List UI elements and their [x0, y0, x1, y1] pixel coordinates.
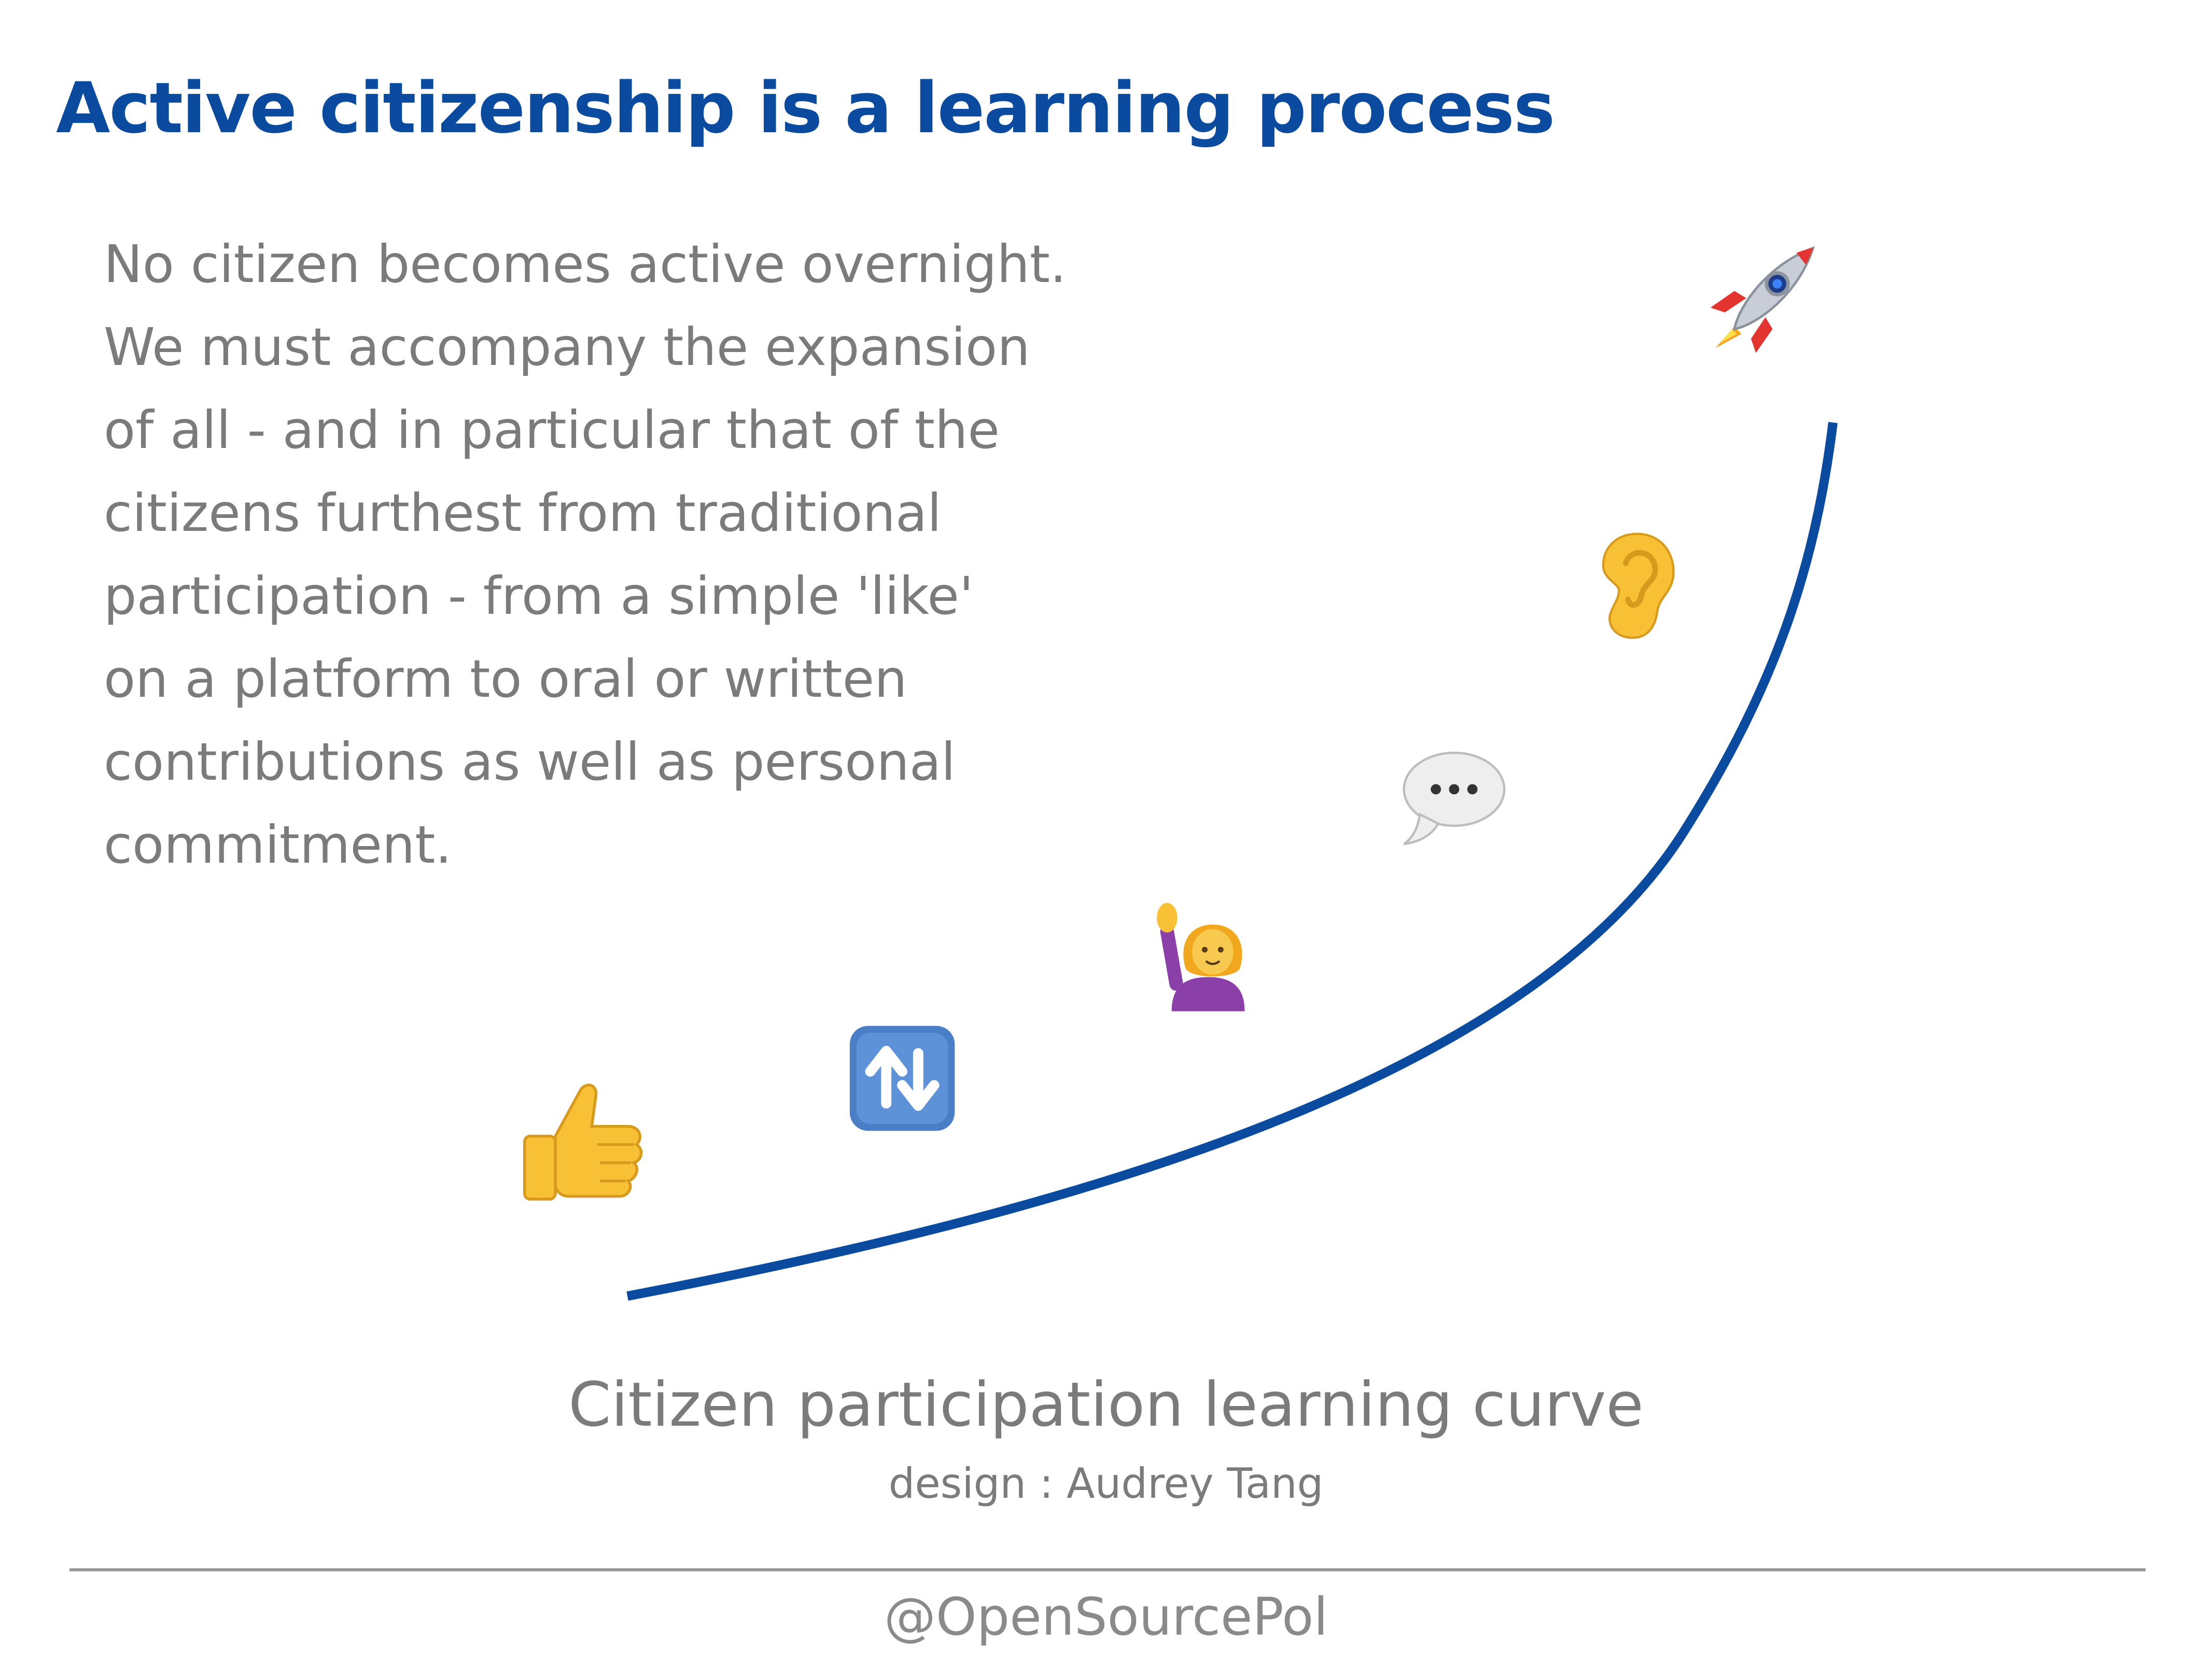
- raised-hand-icon: [1151, 897, 1265, 1016]
- learning-curve: [626, 421, 1838, 1301]
- body-line: No citizen becomes active overnight.: [104, 234, 1067, 294]
- body-line: of all - and in particular that of the: [104, 400, 1000, 460]
- thumbs-up-icon: [513, 1073, 653, 1213]
- body-line: commitment.: [104, 814, 452, 875]
- diagram-caption: Citizen participation learning curve: [568, 1369, 1644, 1440]
- share-arrows-icon: [845, 1021, 959, 1135]
- design-credit: design : Audrey Tang: [888, 1459, 1324, 1508]
- footer-divider: [69, 1568, 2146, 1571]
- body-line: contributions as well as personal: [104, 732, 956, 792]
- body-paragraph: No citizen becomes active overnight. We …: [104, 223, 1219, 887]
- footer-handle: @OpenSourcePol: [884, 1586, 1328, 1647]
- body-line: participation - from a simple 'like': [104, 566, 974, 626]
- body-line: citizens furthest from traditional: [104, 483, 942, 543]
- body-line: We must accompany the expansion: [104, 317, 1030, 377]
- ear-icon: [1592, 529, 1680, 643]
- slide-title: Active citizenship is a learning process: [56, 67, 1555, 149]
- speech-bubble-icon: [1395, 741, 1509, 855]
- body-line: on a platform to oral or written: [104, 649, 907, 709]
- rocket-icon: [1703, 238, 1823, 358]
